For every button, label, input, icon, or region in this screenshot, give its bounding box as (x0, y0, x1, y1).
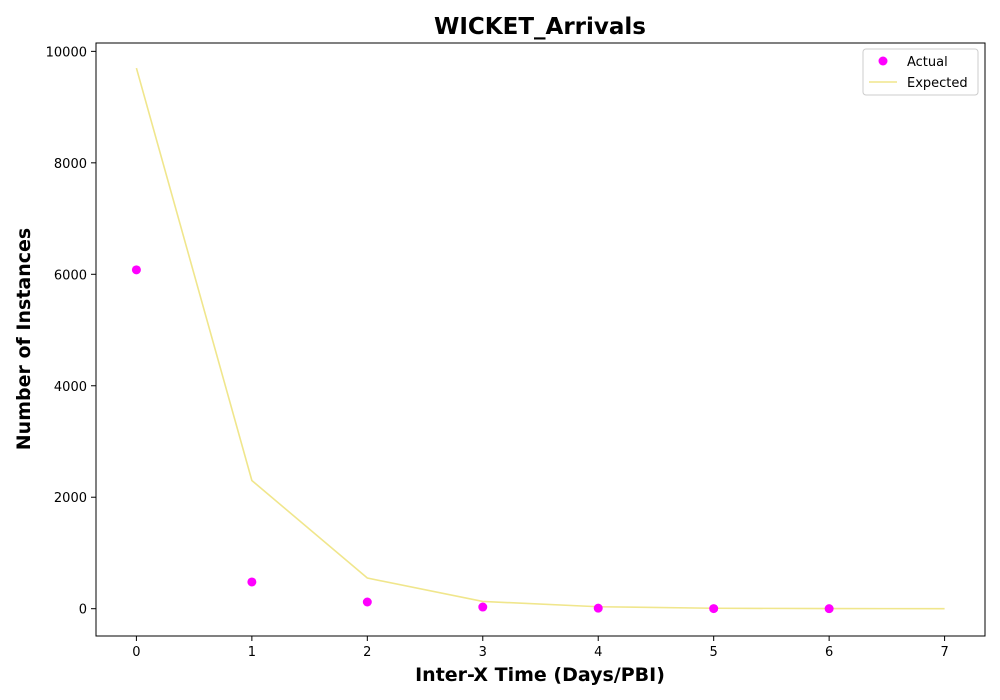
legend-marker-actual (878, 56, 888, 66)
legend-label: Actual (907, 55, 948, 70)
x-axis-ticks: 0 1 2 3 4 5 6 7 (132, 636, 949, 660)
y-tick-label: 6000 (54, 268, 87, 283)
x-tick-label: 6 (825, 645, 833, 660)
legend-box (862, 48, 979, 96)
x-tick-label: 0 (132, 645, 140, 660)
y-axis-ticks: 0 2000 4000 6000 8000 10000 (46, 45, 96, 618)
x-tick-label: 4 (594, 645, 602, 660)
data-point-actual (362, 597, 372, 607)
x-tick-label: 1 (248, 645, 256, 660)
x-tick-label: 2 (363, 645, 371, 660)
y-axis-label: Number of Instances (13, 228, 35, 450)
series-line-expected (135, 67, 945, 610)
x-tick-label: 3 (479, 645, 487, 660)
x-axis-label: Inter-X Time (Days/PBI) (415, 664, 665, 686)
data-point-actual (593, 603, 603, 613)
y-tick-label: 8000 (54, 157, 87, 172)
data-point-actual (131, 265, 141, 275)
y-tick-label: 4000 (54, 380, 87, 395)
y-tick-label: 0 (79, 603, 87, 618)
plot-frame (95, 42, 986, 637)
legend: Actual Expected (862, 48, 979, 96)
data-point-actual (824, 604, 834, 614)
chart-title: WICKET_Arrivals (434, 14, 646, 40)
data-point-actual (709, 604, 719, 614)
y-tick-label: 10000 (46, 45, 87, 60)
data-point-actual (247, 577, 257, 587)
data-point-actual (478, 602, 488, 612)
y-tick-label: 2000 (54, 491, 87, 506)
plot-area (131, 67, 945, 614)
legend-label: Expected (907, 76, 968, 91)
x-tick-label: 7 (940, 645, 948, 660)
x-tick-label: 5 (710, 645, 718, 660)
